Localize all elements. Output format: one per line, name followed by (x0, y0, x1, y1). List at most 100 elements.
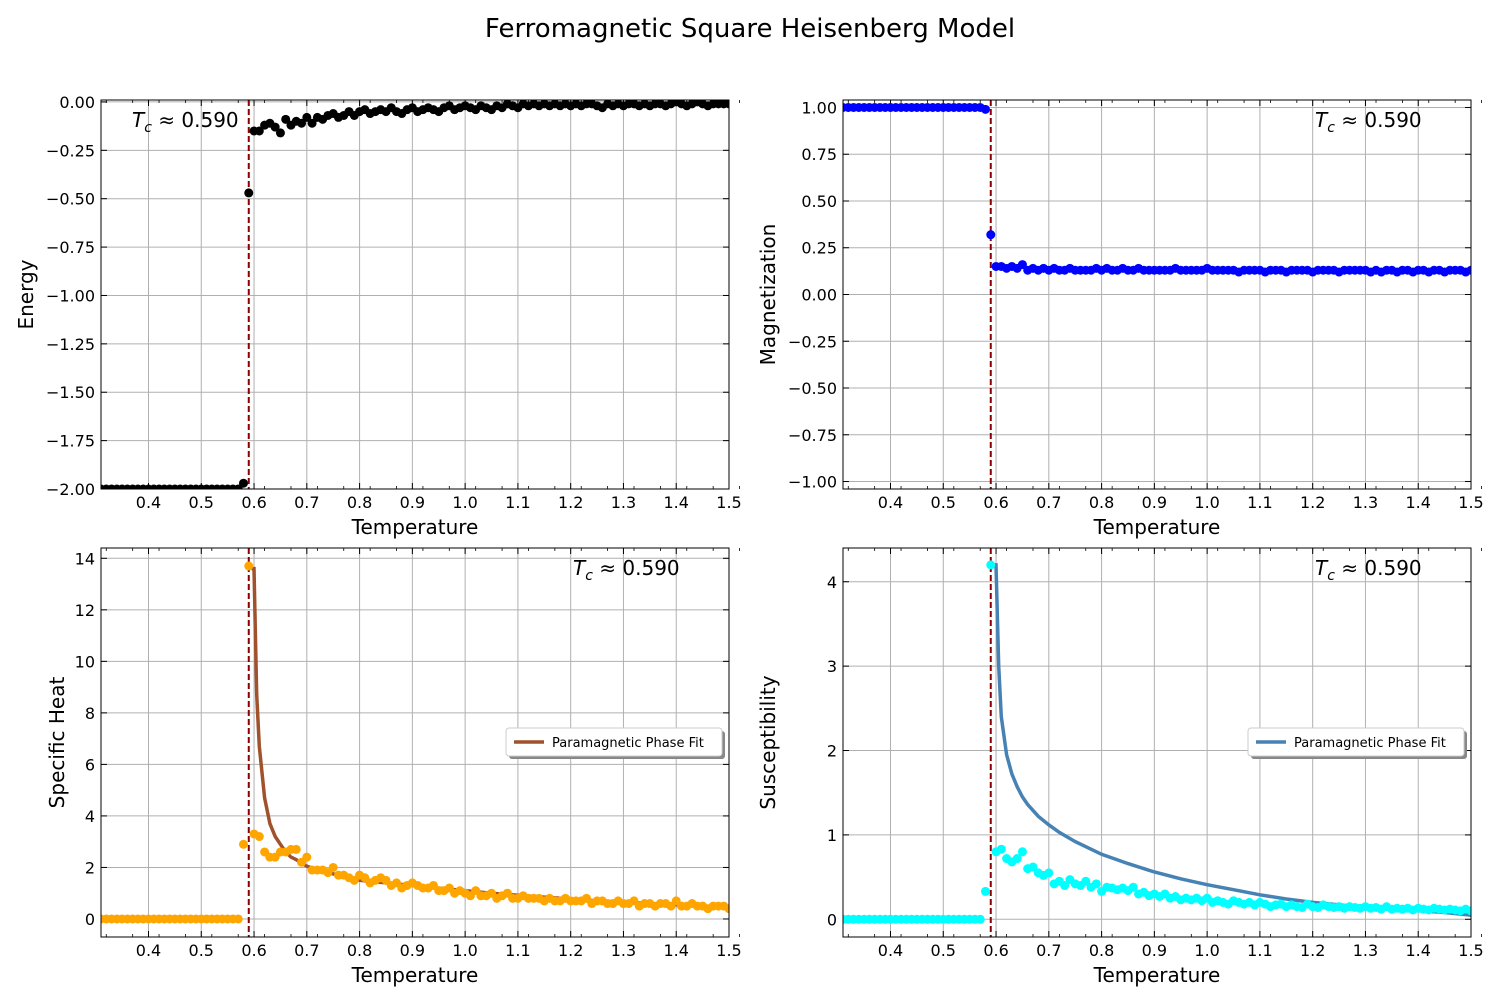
data-point (724, 100, 729, 109)
data-point (1017, 847, 1027, 857)
y-tick-label: −1.75 (46, 432, 95, 451)
data-point (328, 862, 338, 872)
x-tick-label: 1.3 (1353, 941, 1378, 960)
x-tick-label: 1.1 (505, 941, 530, 960)
x-tick-label: 1.5 (716, 941, 741, 960)
y-tick-label: 14 (75, 549, 95, 568)
x-tick-label: 1.1 (505, 493, 530, 512)
y-tick-label: 0.00 (59, 93, 95, 112)
plot-area (843, 100, 1471, 489)
x-axis-label: Temperature (351, 963, 479, 987)
y-tick-label: 0.50 (801, 192, 837, 211)
x-tick-label: 1.5 (716, 493, 741, 512)
data-point (1091, 879, 1101, 889)
data-point (986, 560, 996, 570)
figure-title: Ferromagnetic Square Heisenberg Model (484, 14, 1016, 44)
data-point (1017, 260, 1027, 270)
data-point (238, 839, 248, 849)
data-point (1012, 854, 1022, 864)
y-tick-label: −0.75 (46, 238, 95, 257)
y-tick-label: −0.75 (788, 426, 837, 445)
x-tick-label: 1.4 (664, 941, 689, 960)
data-point (724, 904, 729, 914)
chart-panel-1: 0.4 0.5 0.6 0.7 0.8 0.9 1.0 1.1 1.2 1.3 1.4 1.5 0.00… (14, 93, 742, 539)
x-tick-label: 0.6 (983, 941, 1008, 960)
y-tick-label: −0.25 (788, 332, 837, 351)
x-tick-label: 1.0 (452, 941, 477, 960)
y-tick-label: −1.25 (46, 335, 95, 354)
data-point (986, 230, 996, 240)
x-tick-label: 0.4 (136, 493, 161, 512)
data-point (275, 128, 285, 138)
plot-area (101, 548, 729, 937)
y-tick-label: 10 (75, 652, 95, 671)
x-tick-label: 0.7 (294, 941, 319, 960)
x-tick-label: 0.5 (189, 493, 214, 512)
y-tick-label: 12 (75, 601, 95, 620)
x-tick-label: 0.5 (931, 941, 956, 960)
data-point (281, 114, 291, 124)
y-tick-label: 6 (85, 755, 95, 774)
x-tick-label: 0.8 (1089, 493, 1114, 512)
x-tick-label: 1.2 (558, 493, 583, 512)
x-tick-label: 1.2 (558, 941, 583, 960)
x-tick-label: 1.4 (1406, 493, 1431, 512)
x-tick-label: 1.0 (1194, 941, 1219, 960)
x-tick-label: 1.1 (1247, 941, 1272, 960)
y-tick-label: 0.75 (801, 145, 837, 164)
x-tick-label: 0.4 (878, 493, 903, 512)
data-point (996, 844, 1006, 854)
x-tick-label: 0.8 (347, 493, 372, 512)
x-tick-label: 1.5 (1458, 941, 1483, 960)
legend-label: Paramagnetic Phase Fit (1294, 736, 1446, 751)
y-tick-label: 0.25 (801, 239, 837, 258)
y-tick-label: 4 (827, 573, 837, 592)
tc-annotation: Tc ≈ 0.590 (132, 108, 239, 136)
data-point (254, 126, 264, 136)
y-tick-label: −2.00 (46, 480, 95, 499)
axes-frame (100, 99, 730, 490)
data-point (980, 886, 990, 896)
x-tick-label: 0.8 (1089, 941, 1114, 960)
x-tick-label: 1.4 (1406, 941, 1431, 960)
y-tick-label: −0.50 (46, 190, 95, 209)
x-tick-label: 0.6 (241, 941, 266, 960)
axes-frame (842, 547, 1472, 938)
data-point (297, 118, 307, 128)
y-axis-label: Susceptibility (756, 675, 780, 809)
data-point (302, 852, 312, 862)
data-point (270, 122, 280, 132)
y-tick-label: 2 (827, 742, 837, 761)
y-tick-label: 4 (85, 807, 95, 826)
data-point (238, 478, 248, 488)
y-tick-label: 3 (827, 657, 837, 676)
x-tick-label: 1.4 (664, 493, 689, 512)
y-axis-label: Energy (14, 259, 38, 329)
x-tick-label: 0.7 (1036, 493, 1061, 512)
data-point (307, 118, 317, 128)
data-point (1128, 882, 1138, 892)
x-tick-label: 1.0 (1194, 493, 1219, 512)
x-tick-label: 0.6 (241, 493, 266, 512)
x-tick-label: 0.5 (189, 941, 214, 960)
chart-panel-4: 0.4 0.5 0.6 0.7 0.8 0.9 1.0 1.1 1.2 1.3 1.4 1.5 4 3 2 1… (756, 547, 1484, 987)
y-tick-label: 1.00 (801, 98, 837, 117)
x-tick-label: 0.7 (294, 493, 319, 512)
data-point (1466, 265, 1471, 275)
x-tick-label: 1.3 (611, 941, 636, 960)
data-point (975, 914, 985, 924)
x-tick-label: 0.9 (400, 941, 425, 960)
legend-box (1247, 727, 1465, 757)
x-tick-label: 0.9 (1142, 941, 1167, 960)
x-tick-label: 1.3 (1353, 493, 1378, 512)
chart-panel-2: 0.4 0.5 0.6 0.7 0.8 0.9 1.0 1.1 1.2 1.3 1.4 1.5 1.00… (756, 98, 1484, 539)
data-point (291, 844, 301, 854)
data-point (1044, 868, 1054, 878)
x-tick-label: 0.4 (878, 941, 903, 960)
x-tick-label: 0.4 (136, 941, 161, 960)
x-tick-label: 0.9 (1142, 493, 1167, 512)
y-tick-label: −0.50 (788, 379, 837, 398)
data-point (233, 914, 243, 924)
x-tick-label: 0.5 (931, 493, 956, 512)
